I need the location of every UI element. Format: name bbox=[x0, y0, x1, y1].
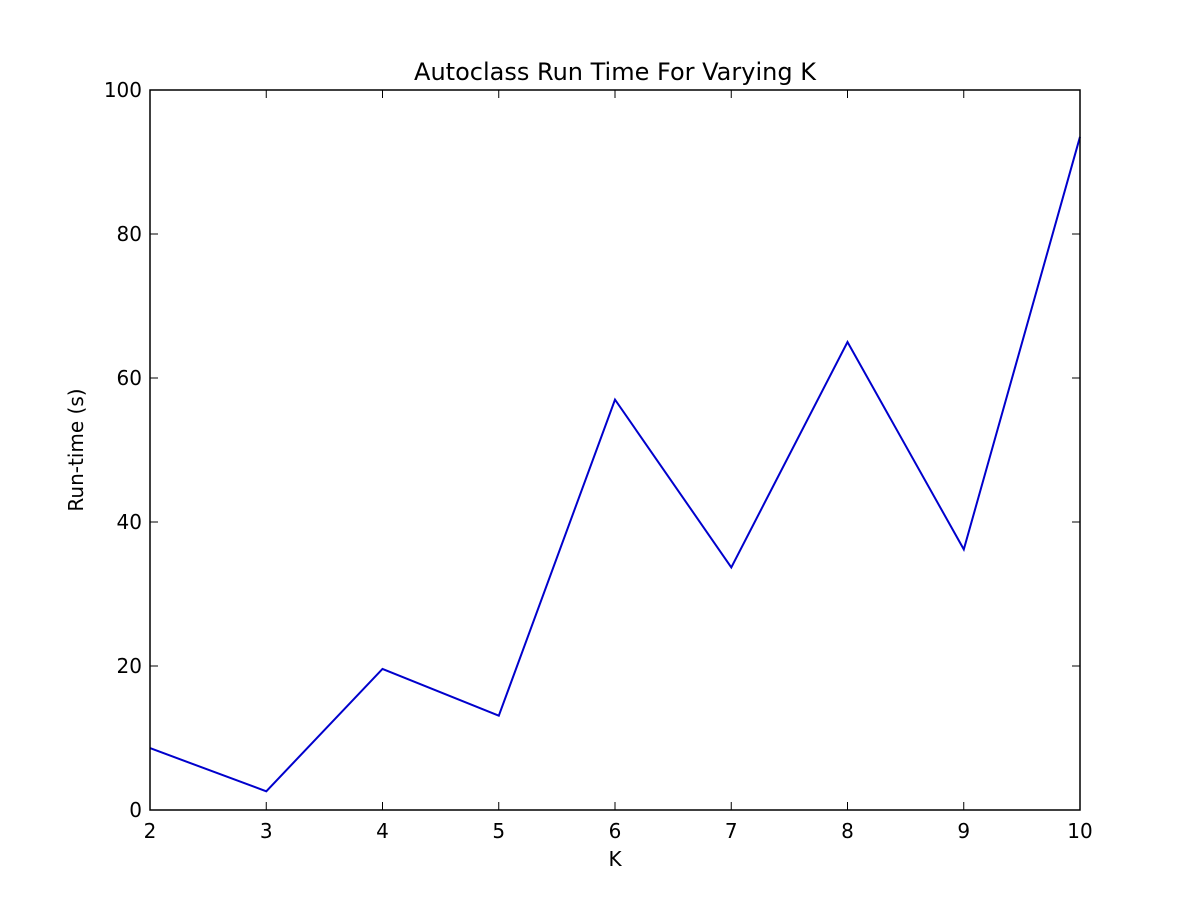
x-tick-label: 3 bbox=[260, 819, 273, 843]
chart-title: Autoclass Run Time For Varying K bbox=[414, 58, 817, 86]
plot-frame bbox=[149, 89, 1081, 811]
x-tick-label: 4 bbox=[376, 819, 389, 843]
series-group bbox=[149, 136, 1081, 793]
x-tick-label: 10 bbox=[1067, 819, 1092, 843]
x-tick-label: 7 bbox=[725, 819, 738, 843]
y-tick-label: 60 bbox=[117, 366, 142, 390]
y-tick-label: 20 bbox=[117, 654, 142, 678]
y-tick-label: 0 bbox=[129, 798, 142, 822]
x-tick-label: 9 bbox=[957, 819, 970, 843]
y-tick-label: 100 bbox=[104, 78, 142, 102]
x-tick-label: 6 bbox=[609, 819, 622, 843]
x-tick-label: 2 bbox=[144, 819, 157, 843]
y-tick-label: 80 bbox=[117, 222, 142, 246]
x-tick-label: 8 bbox=[841, 819, 854, 843]
series-line bbox=[149, 136, 1081, 793]
x-axis-label: K bbox=[608, 847, 622, 871]
y-tick-label: 40 bbox=[117, 510, 142, 534]
y-axis-label: Run-time (s) bbox=[64, 388, 88, 511]
x-tick-label: 5 bbox=[492, 819, 505, 843]
